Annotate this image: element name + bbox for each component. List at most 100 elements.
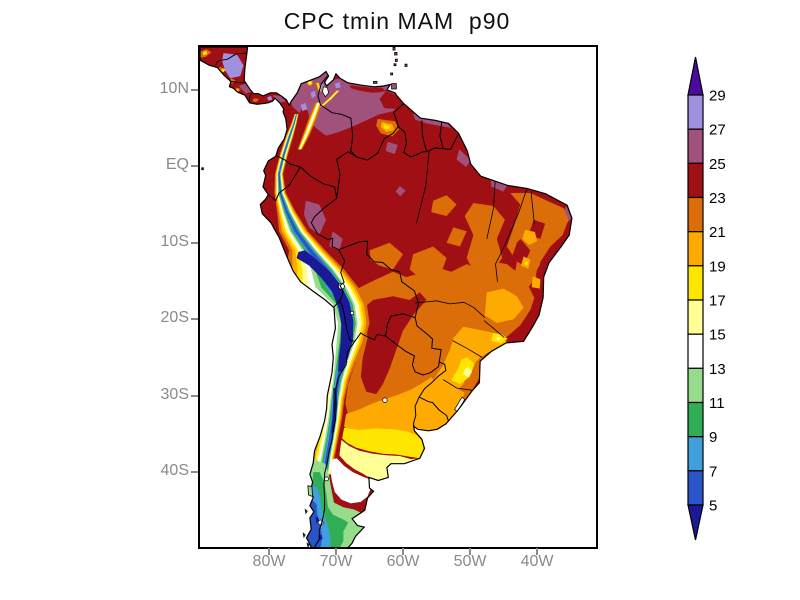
state-border (442, 379, 473, 391)
state-border (530, 191, 535, 225)
colorbar-label: 11 (709, 395, 725, 412)
map-region (349, 85, 387, 93)
colorbar-label: 7 (709, 463, 717, 480)
lat-tick (191, 241, 198, 244)
country-border (230, 80, 245, 84)
colorbar-label: 13 (709, 361, 726, 378)
colorbar-segment (687, 401, 704, 438)
lat-tick (191, 394, 198, 397)
colorbar-label: 9 (709, 429, 717, 446)
colorbar-arrow-up (687, 56, 704, 96)
country-border (356, 126, 399, 161)
colorbar-segment (687, 470, 704, 506)
island (302, 532, 306, 539)
map-region (344, 377, 465, 445)
country-border (276, 155, 301, 168)
country-border (338, 240, 419, 318)
country-border (421, 120, 427, 152)
plot-title: CPC tmin MAM p90 (283, 8, 511, 34)
lat-tick-label: EQ (165, 156, 189, 174)
lat-tick (191, 471, 198, 474)
island (394, 58, 398, 62)
lake (338, 282, 345, 290)
map-region (339, 440, 420, 481)
map-region (306, 499, 322, 547)
map-region (267, 95, 273, 101)
map-region (456, 149, 471, 167)
map-region (369, 242, 403, 270)
map-region (360, 292, 427, 395)
lon-tick (469, 548, 472, 555)
country-border (414, 317, 442, 363)
colorbar-label: 29 (709, 88, 726, 105)
island (393, 63, 397, 67)
map-region (303, 200, 326, 236)
map-region (278, 114, 355, 475)
lat-tick (191, 88, 198, 91)
lon-tick-label: 80W (252, 553, 286, 570)
lake (324, 476, 329, 482)
lon-tick (335, 548, 338, 555)
island (390, 72, 393, 76)
map-region (524, 261, 529, 266)
colorbar-label: 19 (709, 258, 726, 275)
lon-tick (268, 548, 270, 555)
colorbar: 29 27 25 23 21 19 17 15 13 11 9 7 5 (683, 50, 758, 547)
map-region (320, 90, 339, 107)
state-border (486, 175, 496, 239)
map-region (342, 427, 424, 459)
map-canvas (200, 47, 596, 547)
map-region (329, 231, 343, 251)
map-region (395, 186, 406, 197)
country-border (336, 151, 358, 199)
colorbar-svg: 29 27 25 23 21 19 17 15 13 11 9 7 5 (687, 56, 726, 541)
colorbar-label: 25 (709, 156, 726, 173)
colorbar-label: 27 (709, 122, 726, 139)
state-border (463, 301, 486, 318)
map-region (296, 250, 354, 372)
lon-tick-label: 50W (453, 553, 487, 570)
country-border (300, 166, 338, 199)
colorbar-segment (687, 436, 704, 472)
country-border (413, 396, 420, 427)
country-border (267, 166, 301, 202)
lat-tick-label: 40S (160, 462, 189, 480)
map-region (379, 90, 401, 109)
colorbar-segment (687, 196, 704, 233)
map-region (431, 195, 457, 216)
map-region (464, 203, 505, 308)
map-region (252, 98, 259, 102)
lake (382, 397, 388, 403)
map-region (277, 179, 280, 181)
lon-tick-label: 40W (520, 553, 554, 570)
country-border (397, 126, 427, 158)
lon-tick-label: 70W (319, 553, 353, 570)
lat-tick-label: 30S (160, 385, 189, 403)
colorbar-segment (687, 333, 704, 370)
state-border (415, 300, 465, 305)
country-border (314, 341, 356, 547)
map-region (463, 367, 472, 378)
island (201, 167, 204, 171)
country-border (310, 198, 339, 251)
coastline (200, 47, 573, 547)
map-region (531, 276, 541, 289)
colorbar-label: 21 (709, 224, 726, 241)
colorbar-segment (687, 265, 704, 301)
colorbar-label: 5 (709, 498, 717, 515)
island (391, 83, 397, 90)
country-border (214, 52, 247, 66)
state-border (504, 188, 528, 246)
island (404, 63, 408, 67)
colorbar-segment (687, 128, 704, 164)
country-border (333, 300, 340, 308)
colorbar-segment (687, 367, 704, 404)
colorbar-label: 17 (709, 293, 726, 310)
map-region (299, 102, 320, 150)
country-border (385, 313, 416, 337)
colorbar-segment (687, 299, 704, 335)
lake (322, 86, 329, 98)
lon-tick (536, 548, 539, 555)
colorbar-segment (687, 231, 704, 267)
country-border (338, 300, 355, 342)
